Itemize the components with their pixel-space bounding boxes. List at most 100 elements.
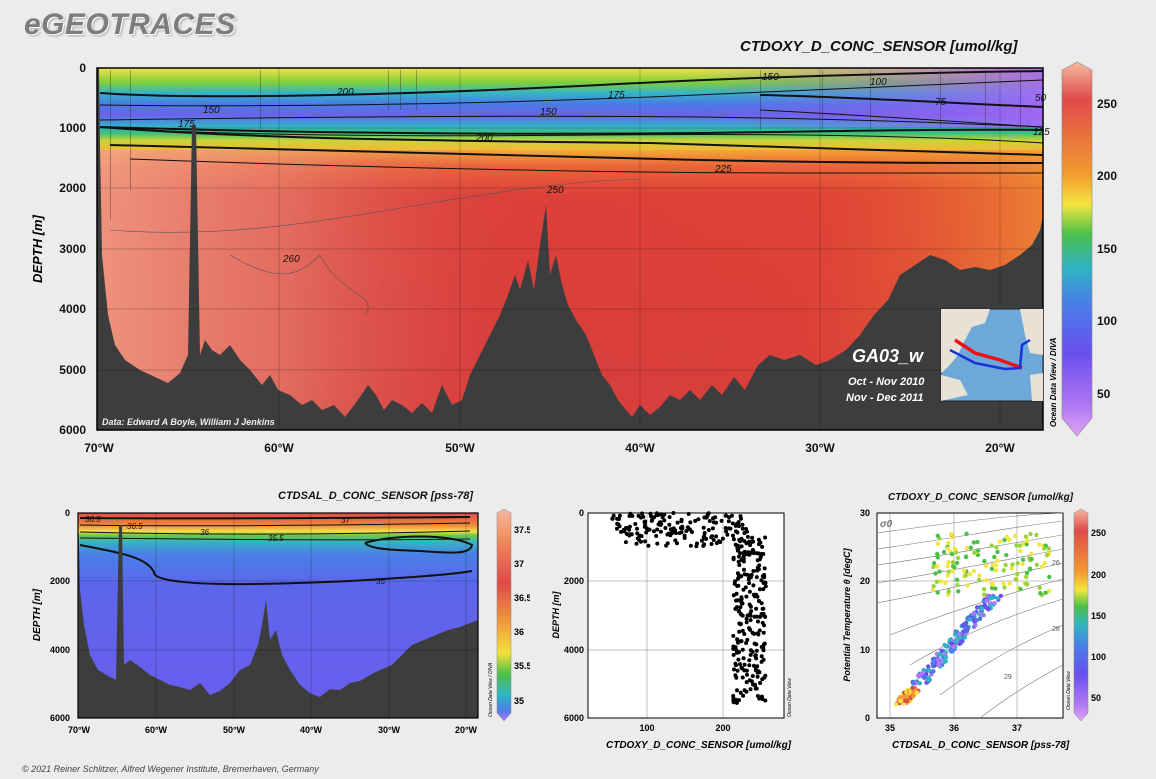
ts-point bbox=[1037, 585, 1042, 590]
profile-point bbox=[742, 688, 747, 693]
profile-point bbox=[652, 529, 656, 534]
main-colorbar bbox=[1061, 61, 1093, 437]
contour-label: 35 bbox=[376, 577, 385, 586]
profile-point bbox=[702, 515, 707, 520]
profile-point bbox=[627, 527, 632, 532]
data-credit: Data: Edward A Boyle, William J Jenkins bbox=[102, 417, 275, 427]
ts-point bbox=[1046, 546, 1051, 551]
salinity-x-ticks: 70°W 60°W 50°W 40°W 30°W 20°W bbox=[68, 725, 478, 735]
x-tick: 50°W bbox=[223, 725, 246, 735]
ts-point bbox=[936, 663, 941, 668]
ts-point bbox=[1020, 557, 1026, 562]
y-tick: 4000 bbox=[50, 645, 70, 655]
ts-point bbox=[936, 652, 942, 657]
salinity-bathymetry bbox=[78, 513, 478, 718]
ts-ylabel: Potential Temperature θ [degC] bbox=[842, 547, 852, 681]
ts-point bbox=[1025, 582, 1030, 587]
contour-label: 260 bbox=[282, 254, 300, 265]
profile-point bbox=[738, 611, 743, 616]
profile-point bbox=[753, 653, 758, 658]
salinity-contours bbox=[79, 516, 474, 586]
profile-point bbox=[751, 539, 756, 544]
ts-point bbox=[1044, 553, 1050, 558]
contour-label: 36.5 bbox=[85, 515, 101, 524]
profile-point bbox=[739, 544, 744, 549]
ts-point bbox=[935, 541, 940, 547]
ts-point bbox=[1036, 542, 1042, 547]
y-tick: 20 bbox=[860, 576, 870, 586]
ts-point bbox=[926, 664, 931, 669]
ts-point bbox=[1043, 590, 1048, 595]
profile-point bbox=[754, 648, 759, 653]
profile-point bbox=[763, 580, 768, 585]
ts-point bbox=[984, 578, 989, 583]
profile-point bbox=[738, 539, 743, 544]
ts-point bbox=[974, 618, 979, 623]
ts-point bbox=[986, 607, 991, 612]
profile-point bbox=[693, 518, 698, 523]
profile-point bbox=[710, 526, 715, 531]
station-dots bbox=[110, 70, 1021, 220]
ts-point bbox=[949, 531, 954, 537]
profile-point bbox=[733, 663, 738, 668]
profile-point bbox=[636, 513, 641, 518]
profile-point bbox=[750, 674, 755, 678]
profile-point bbox=[759, 601, 764, 606]
ts-point bbox=[956, 589, 961, 594]
ts-point bbox=[989, 566, 995, 572]
profile-point bbox=[751, 663, 756, 668]
profile-point bbox=[659, 512, 664, 517]
profile-point bbox=[748, 648, 753, 653]
ts-point bbox=[1018, 548, 1023, 554]
ts-point bbox=[949, 551, 955, 557]
ts-title: CTDOXY_D_CONC_SENSOR [umol/kg] bbox=[888, 492, 1074, 503]
ts-point bbox=[930, 587, 936, 593]
profile-point bbox=[737, 698, 741, 703]
ts-plot: σ0 26 28 29 30 20 10 0 35 36 37 CTDSAL_D… bbox=[842, 508, 1106, 751]
profile-point bbox=[744, 680, 749, 685]
profile-point bbox=[695, 541, 699, 546]
ts-point bbox=[971, 611, 976, 616]
ts-point bbox=[963, 620, 968, 626]
profile-point bbox=[738, 514, 743, 519]
profile-point bbox=[761, 642, 766, 647]
ts-point bbox=[1004, 534, 1010, 540]
profile-point bbox=[736, 576, 740, 581]
ts-point bbox=[931, 584, 936, 589]
profile-point bbox=[754, 575, 759, 580]
profile-point bbox=[688, 543, 693, 548]
x-tick: 36 bbox=[949, 723, 959, 733]
ts-point bbox=[914, 690, 920, 695]
ts-point bbox=[935, 551, 940, 557]
profile-point bbox=[745, 637, 750, 642]
y-tick: 6000 bbox=[59, 423, 86, 437]
ts-points bbox=[893, 531, 1052, 707]
profile-point bbox=[760, 620, 765, 625]
profile-point bbox=[747, 550, 752, 555]
profile-point bbox=[751, 569, 756, 573]
x-tick: 70°W bbox=[84, 441, 114, 455]
profile-point bbox=[740, 526, 745, 531]
main-section-plot: 200 175 150 100 75 50 125 150 150 175 20… bbox=[30, 61, 1117, 455]
ts-y-ticks: 30 20 10 0 bbox=[860, 508, 870, 723]
contour-label: 225 bbox=[714, 164, 732, 175]
ts-point bbox=[950, 569, 955, 574]
profile-point bbox=[734, 700, 739, 705]
main-colorbar-ticks: 250 200 150 100 50 bbox=[1097, 97, 1117, 401]
profile-point bbox=[677, 531, 682, 536]
profile-point bbox=[760, 574, 765, 579]
profile-point bbox=[630, 513, 635, 518]
ts-colorbar-ticks: 250 200 150 100 50 bbox=[1091, 528, 1106, 703]
profile-point bbox=[759, 654, 764, 659]
profile-point bbox=[757, 587, 762, 592]
salinity-section-plot: 36.5 37 36.5 36 35.5 35 0 2000 4000 6000… bbox=[32, 508, 530, 735]
profile-point bbox=[761, 657, 766, 662]
profile-point bbox=[731, 652, 736, 657]
ts-point bbox=[990, 582, 996, 587]
ts-point bbox=[972, 550, 977, 555]
x-tick: 20°W bbox=[455, 725, 478, 735]
y-tick: 6000 bbox=[564, 713, 584, 723]
profile-point bbox=[761, 552, 766, 556]
ts-point bbox=[957, 632, 962, 637]
profile-point bbox=[747, 626, 752, 631]
